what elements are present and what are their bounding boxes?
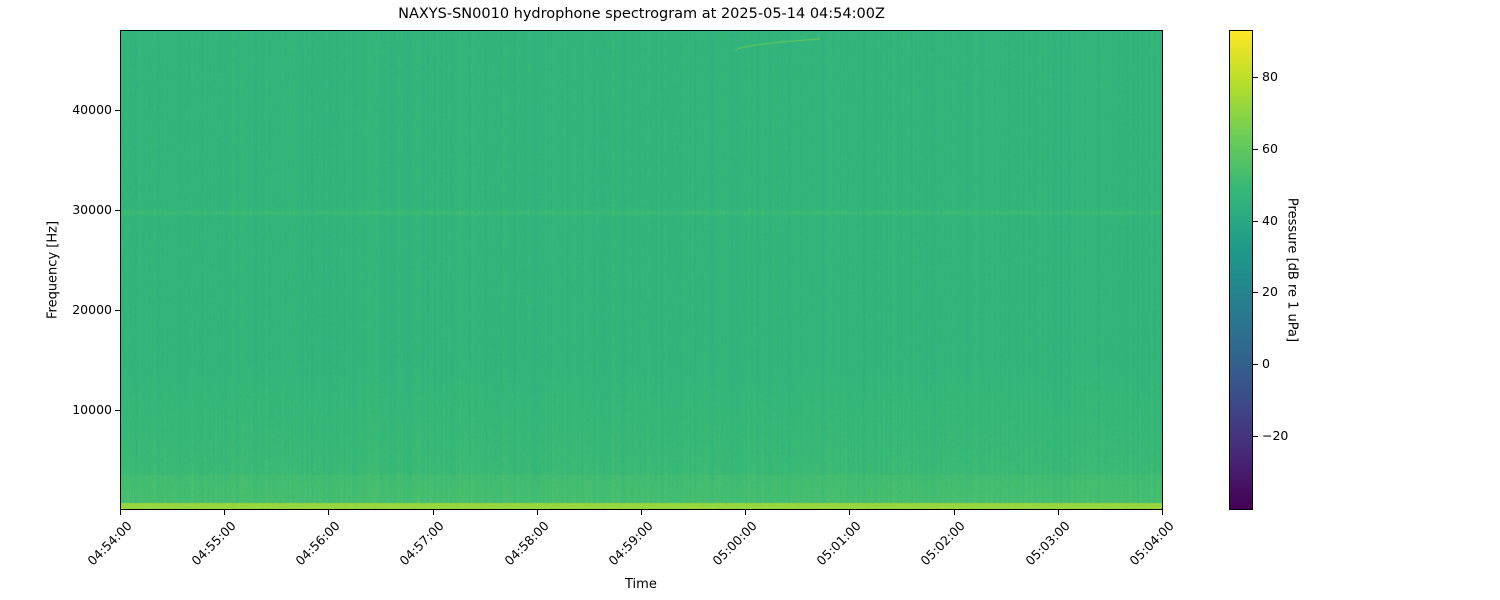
colorbar-tick-label: 60 — [1262, 140, 1278, 156]
colorbar-tick-mark — [1253, 364, 1258, 366]
x-tick-label: 04:59:00 — [605, 518, 656, 569]
colorbar-tick-label: 0 — [1262, 356, 1270, 372]
colorbar-tick-mark — [1253, 220, 1258, 222]
x-tick-mark — [328, 510, 330, 515]
y-tick-label: 10000 — [72, 402, 112, 417]
y-tick-mark — [115, 110, 120, 111]
plot-area — [120, 30, 1163, 510]
x-tick-mark — [1162, 510, 1163, 515]
spectrogram-image — [121, 31, 1162, 509]
x-tick-label: 05:02:00 — [917, 518, 969, 569]
x-tick-mark — [953, 510, 955, 515]
y-tick-mark — [115, 410, 120, 411]
x-tick-label: 05:00:00 — [709, 518, 760, 569]
colorbar-tick-mark — [1253, 76, 1258, 78]
colorbar-label: Pressure [dB re 1 uPa] — [1284, 197, 1300, 343]
x-tick-label: 05:01:00 — [813, 518, 865, 569]
x-tick-mark — [641, 510, 642, 515]
colorbar-tick-mark — [1253, 148, 1258, 150]
colorbar — [1229, 30, 1253, 510]
colorbar-tick-mark — [1253, 436, 1258, 438]
y-axis-label: Frequency [Hz] — [45, 220, 61, 320]
x-tick-label: 04:56:00 — [292, 518, 344, 569]
colorbar-tick-label: 40 — [1262, 212, 1278, 228]
x-tick-label: 04:57:00 — [396, 518, 448, 569]
x-tick-mark — [432, 510, 434, 515]
colorbar-tick-label: 80 — [1262, 68, 1278, 84]
x-tick-mark — [536, 510, 538, 515]
x-tick-mark — [120, 510, 121, 515]
x-tick-label: 04:54:00 — [84, 518, 135, 569]
x-tick-mark — [1057, 510, 1059, 515]
x-tick-mark — [849, 510, 851, 515]
y-tick-label: 30000 — [72, 202, 112, 217]
colorbar-tick-label: 20 — [1262, 284, 1278, 300]
x-tick-mark — [224, 510, 226, 515]
x-tick-label: 05:03:00 — [1022, 518, 1073, 569]
y-tick-mark — [115, 310, 120, 311]
x-tick-label: 04:58:00 — [501, 518, 552, 569]
x-tick-label: 04:55:00 — [188, 518, 239, 569]
chart-title: NAXYS-SN0010 hydrophone spectrogram at 2… — [398, 6, 885, 22]
y-tick-label: 40000 — [72, 102, 112, 117]
x-axis-label: Time — [625, 577, 657, 592]
colorbar-tick-mark — [1253, 292, 1258, 294]
colorbar-tick-label: −20 — [1262, 428, 1289, 444]
y-tick-mark — [115, 210, 120, 211]
y-tick-label: 20000 — [72, 302, 112, 317]
x-tick-mark — [745, 510, 747, 515]
x-tick-label: 05:04:00 — [1126, 518, 1177, 569]
colorbar-gradient — [1230, 31, 1252, 509]
